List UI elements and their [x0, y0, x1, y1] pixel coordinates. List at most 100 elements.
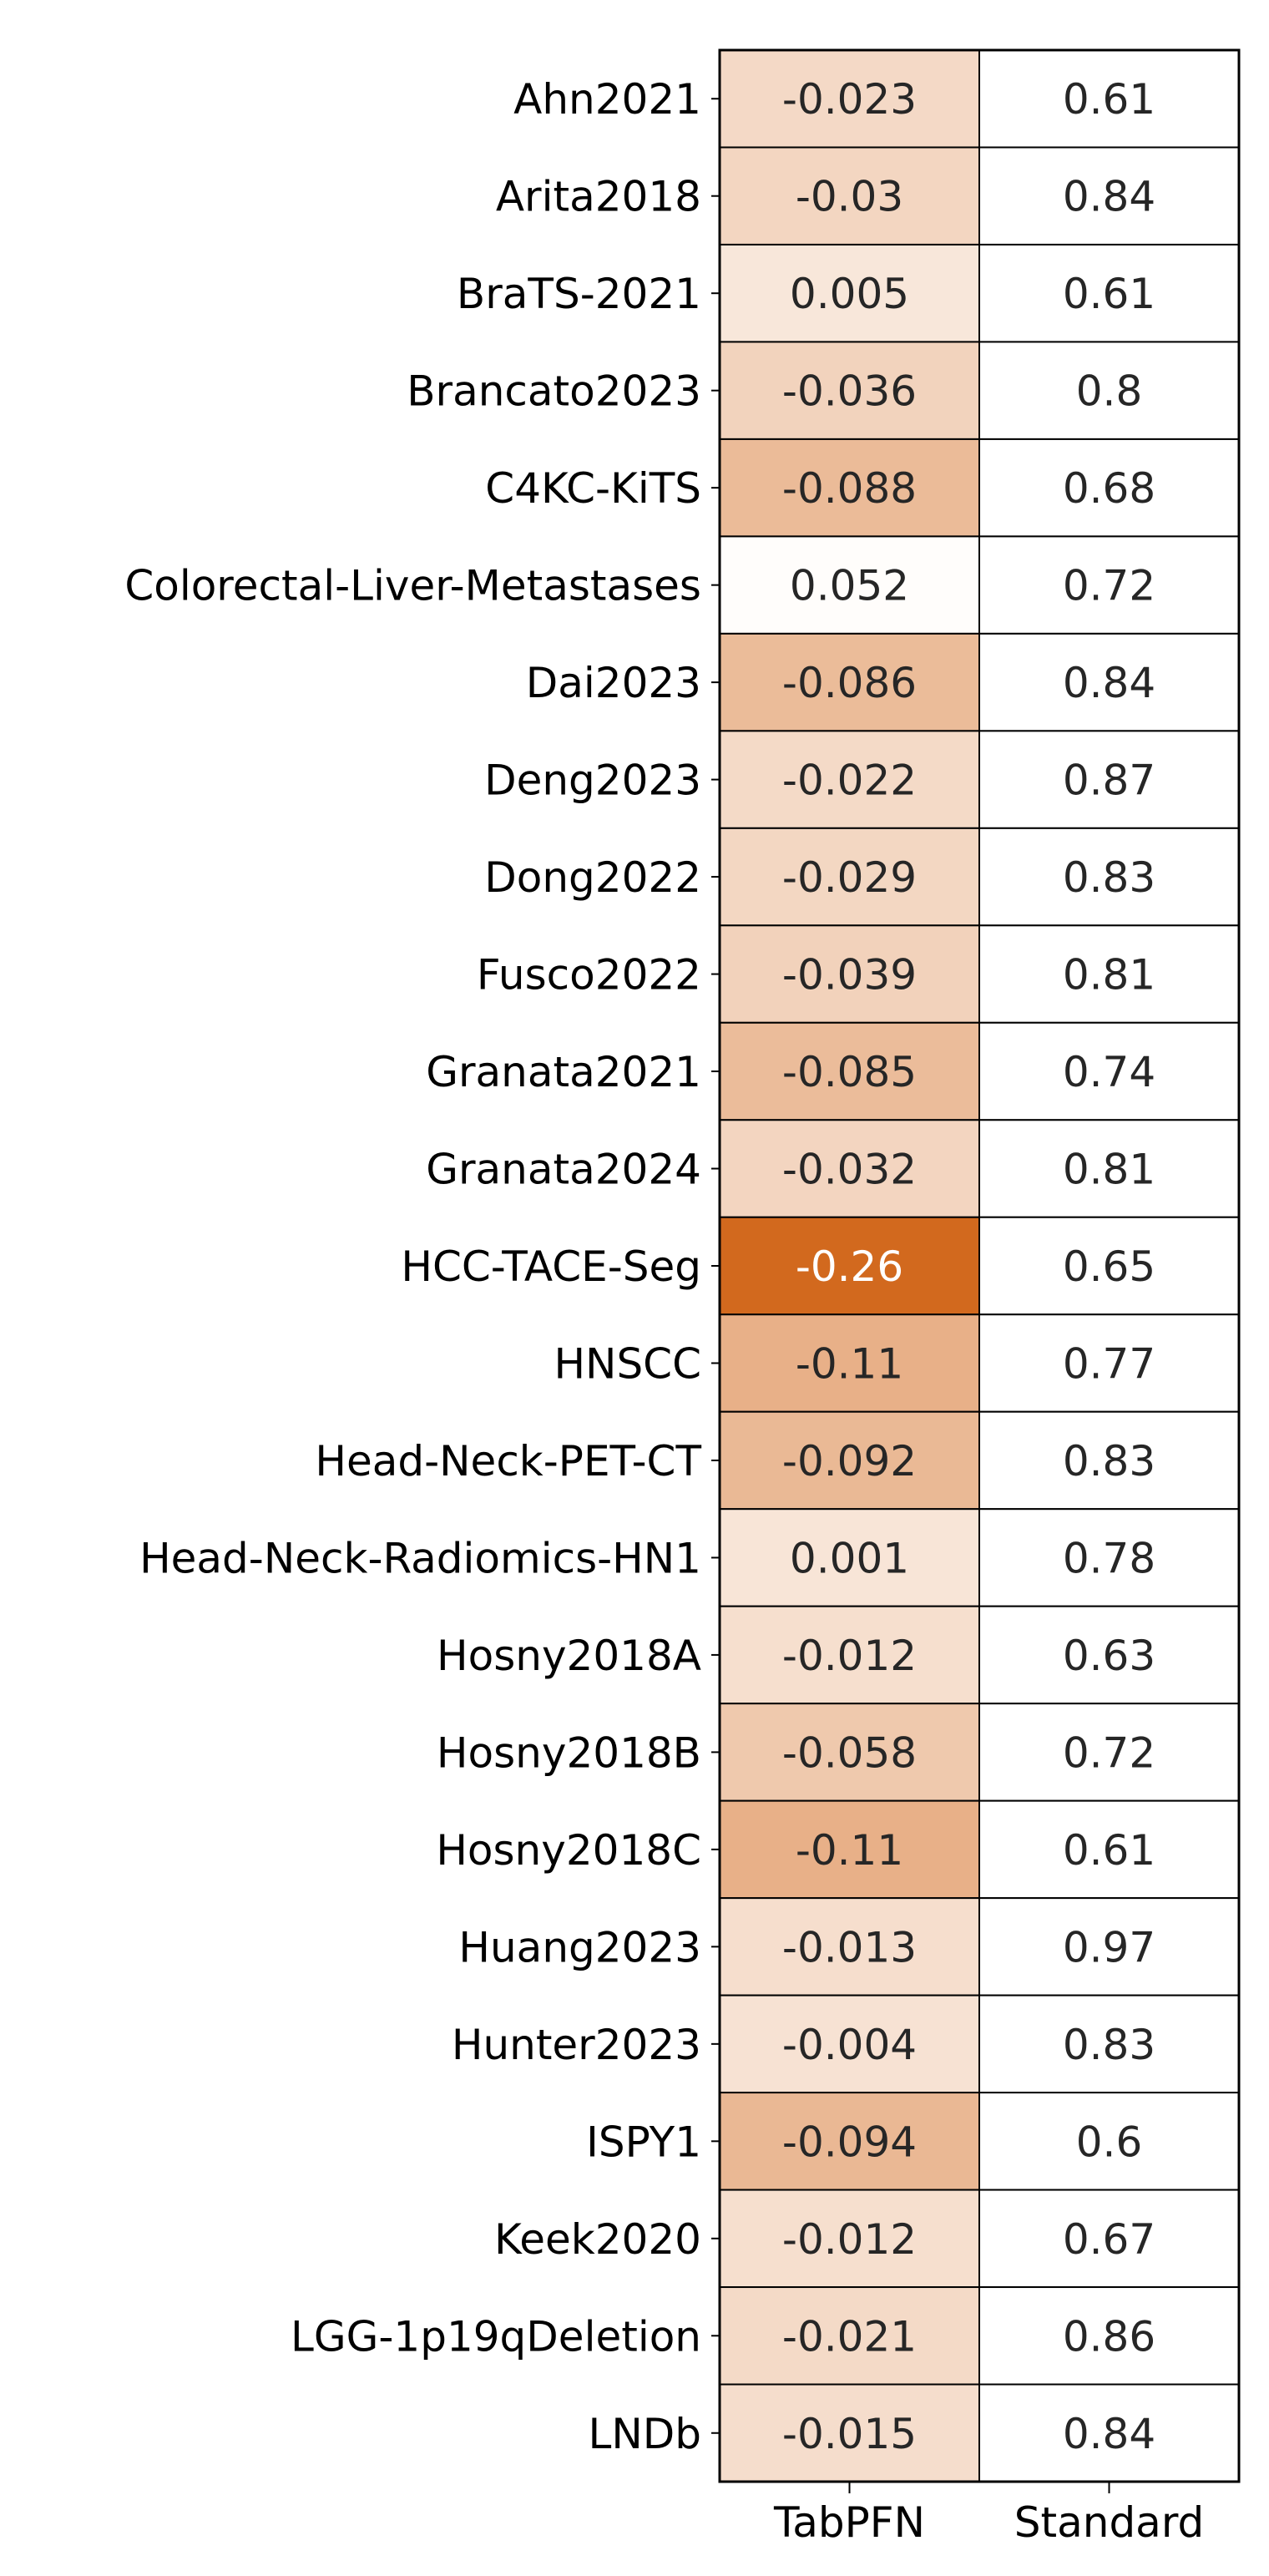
cell-value-label: -0.032	[782, 1146, 917, 1194]
heatmap-cell	[978, 49, 1240, 149]
heatmap-cell	[719, 146, 980, 245]
heatmap-cell	[978, 730, 1240, 829]
cell-value-label: -0.11	[796, 1339, 903, 1388]
row-label: Huang2023	[458, 1923, 701, 1971]
heatmap-cell	[719, 924, 980, 1024]
cell-value-label: 0.84	[1063, 2410, 1155, 2458]
heatmap-cell	[978, 1994, 1240, 2094]
cell-value-label: 0.72	[1063, 562, 1155, 610]
cell-value-label: 0.005	[790, 270, 909, 318]
cell-value-label: 0.65	[1063, 1242, 1155, 1291]
cell-value-label: -0.058	[782, 1728, 917, 1777]
heatmap-cell	[978, 924, 1240, 1024]
row-label: Head-Neck-Radiomics-HN1	[139, 1534, 701, 1582]
cell-value-label: 0.61	[1063, 270, 1155, 318]
cell-value-label: -0.013	[782, 1923, 917, 1971]
cell-value-label: 0.81	[1063, 1146, 1155, 1194]
cell-value-label: -0.015	[782, 2410, 917, 2458]
row-label: Head-Neck-PET-CT	[315, 1437, 701, 1485]
cell-value-label: 0.87	[1063, 757, 1155, 805]
row-label: HNSCC	[554, 1339, 701, 1388]
cell-value-label: -0.039	[782, 951, 917, 1000]
row-label: ISPY1	[586, 2118, 701, 2166]
heatmap-cell	[719, 1021, 980, 1121]
cell-value-label: -0.26	[796, 1242, 903, 1291]
row-label: HCC-TACE-Seg	[401, 1242, 701, 1291]
cell-value-label: -0.094	[782, 2118, 917, 2166]
heatmap-cell	[978, 243, 1240, 343]
heatmap-cell	[719, 632, 980, 732]
cell-value-label: -0.11	[796, 1826, 903, 1875]
cell-value-label: 0.001	[790, 1534, 909, 1582]
column-label: TabPFN	[773, 2498, 925, 2547]
cell-value-label: 0.81	[1063, 951, 1155, 1000]
heatmap-cell	[978, 2189, 1240, 2289]
cell-value-label: 0.74	[1063, 1048, 1155, 1096]
row-label: Brancato2023	[407, 367, 701, 416]
cell-value-label: -0.085	[782, 1048, 917, 1096]
heatmap-cell	[978, 341, 1240, 440]
cell-value-label: -0.029	[782, 853, 917, 902]
cell-value-label: -0.088	[782, 464, 917, 513]
cell-value-label: 0.72	[1063, 1728, 1155, 1777]
cell-value-label: 0.78	[1063, 1534, 1155, 1582]
row-label: Granata2024	[426, 1146, 701, 1194]
cell-value-label: -0.004	[782, 2021, 917, 2069]
cell-value-label: 0.67	[1063, 2215, 1155, 2264]
heatmap-cell	[719, 1799, 980, 1900]
row-label: Deng2023	[484, 757, 701, 805]
row-label: Hosny2018C	[436, 1826, 701, 1875]
cell-value-label: 0.61	[1063, 75, 1155, 124]
row-label: Keek2020	[494, 2215, 701, 2264]
cell-value-label: -0.036	[782, 367, 917, 416]
cell-value-label: 0.83	[1063, 1437, 1155, 1485]
row-label: LGG-1p19qDeletion	[291, 2312, 701, 2361]
heatmap-cell	[719, 2383, 980, 2483]
heatmap-cell	[719, 827, 980, 927]
heatmap-cell	[978, 2383, 1240, 2483]
row-label: LNDb	[589, 2410, 702, 2458]
row-labels-layer: Ahn2021 Arita2018 BraTS-2021 Brancato2023 C4…	[124, 75, 720, 2458]
heatmap-cell	[978, 1703, 1240, 1802]
heatmap-cell	[719, 1313, 980, 1413]
heatmap-cell	[978, 827, 1240, 927]
heatmap-cell	[719, 2189, 980, 2289]
cell-value-label: 0.84	[1063, 173, 1155, 221]
cell-value-label: -0.012	[782, 2215, 917, 2264]
cells-layer: -0.023 0.61 -0.03 0.84 0.005 0.61 -0.036 0.8 -0.…	[718, 48, 1241, 2483]
heatmap-cell	[978, 2286, 1240, 2386]
heatmap-cell	[719, 1508, 980, 1607]
cell-value-label: 0.86	[1063, 2312, 1155, 2361]
cell-value-label: 0.97	[1063, 1923, 1155, 1971]
cell-value-label: -0.086	[782, 659, 917, 707]
heatmap-cell	[719, 1410, 980, 1511]
row-label: Ahn2021	[513, 75, 701, 124]
row-label: Hosny2018B	[437, 1728, 701, 1777]
heatmap-cell	[719, 1703, 980, 1802]
heatmap-cell	[719, 1216, 980, 1316]
heatmap-cell	[719, 243, 980, 343]
heatmap-cell	[719, 49, 980, 149]
heatmap-cell	[978, 632, 1240, 732]
heatmap-cell	[978, 438, 1240, 538]
heatmap-cell	[719, 2286, 980, 2386]
row-label: Granata2021	[426, 1048, 701, 1096]
cell-value-label: -0.012	[782, 1632, 917, 1680]
cell-value-label: -0.023	[782, 75, 917, 124]
heatmap-cell	[719, 1119, 980, 1218]
row-label: BraTS-2021	[457, 270, 701, 318]
row-label: Hosny2018A	[437, 1632, 701, 1680]
cell-value-label: 0.68	[1063, 464, 1155, 513]
cell-value-label: -0.03	[796, 173, 903, 221]
row-label: Dong2022	[484, 853, 701, 902]
heatmap-cell	[719, 2092, 980, 2191]
cell-value-label: 0.8	[1076, 367, 1143, 416]
heatmap-cell	[978, 146, 1240, 245]
heatmap-cell	[719, 1897, 980, 1997]
col-labels-layer: TabPFN Standard	[773, 2482, 1204, 2547]
row-label: C4KC-KiTS	[485, 464, 701, 513]
cell-value-label: 0.83	[1063, 853, 1155, 902]
cell-value-label: 0.84	[1063, 659, 1155, 707]
